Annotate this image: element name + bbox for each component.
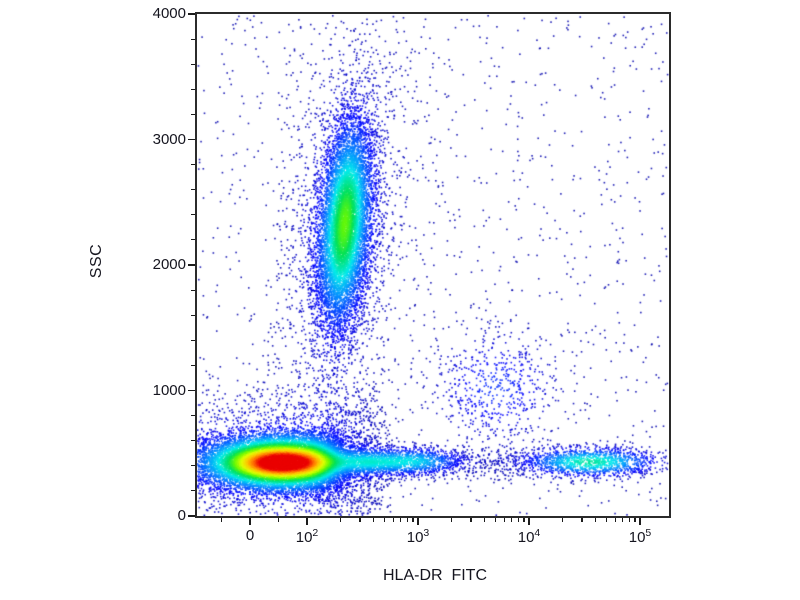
x-minor-tick [278, 518, 280, 522]
x-minor-tick [470, 518, 472, 522]
y-tick-label: 1000 [152, 381, 186, 399]
x-axis-label: HLA-DR FITC [383, 567, 487, 584]
x-minor-tick [523, 518, 525, 522]
x-minor-tick [392, 518, 394, 522]
y-tick-label: 3000 [152, 130, 186, 148]
y-major-tick [188, 264, 195, 266]
y-major-tick [188, 515, 195, 517]
x-minor-tick [339, 518, 341, 522]
x-minor-tick [495, 518, 497, 522]
x-tick-label: 105 [628, 527, 652, 546]
x-major-tick [528, 518, 530, 525]
x-minor-tick [517, 518, 519, 522]
x-minor-tick [595, 518, 597, 522]
x-minor-tick [614, 518, 616, 522]
y-major-tick [188, 138, 195, 141]
x-minor-tick [450, 518, 452, 522]
scatter-canvas [197, 14, 669, 516]
x-major-tick [417, 518, 419, 525]
x-minor-tick [503, 518, 505, 522]
x-minor-tick [484, 518, 486, 522]
x-major-tick [306, 518, 308, 525]
y-major-tick [188, 13, 195, 15]
x-minor-tick [622, 518, 624, 522]
x-minor-tick [581, 518, 583, 522]
x-minor-tick [221, 518, 223, 522]
x-minor-tick [511, 518, 513, 522]
y-tick-label: 0 [177, 507, 186, 524]
y-axis-label: SSC [88, 243, 105, 279]
x-minor-tick [561, 518, 563, 522]
x-tick-label: 103 [406, 527, 430, 546]
x-minor-tick [384, 518, 386, 522]
x-tick-label: 102 [295, 527, 319, 546]
x-minor-tick [628, 518, 630, 522]
x-minor-tick [412, 518, 414, 522]
x-major-tick [639, 518, 641, 525]
y-tick-label: 4000 [152, 5, 186, 22]
x-tick-label: 104 [517, 527, 541, 546]
x-minor-tick [400, 518, 402, 522]
plot-frame [195, 12, 671, 518]
x-minor-tick [634, 518, 636, 522]
y-tick-label: 2000 [152, 256, 186, 273]
x-minor-tick [606, 518, 608, 522]
x-tick-label: 0 [245, 527, 255, 544]
x-minor-tick [373, 518, 375, 522]
y-major-tick [188, 389, 195, 392]
x-major-tick [249, 518, 251, 525]
x-minor-tick [406, 518, 408, 522]
x-minor-tick [359, 518, 361, 522]
